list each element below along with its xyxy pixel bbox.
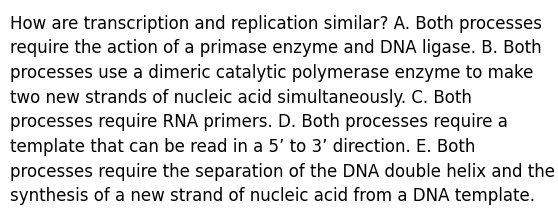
Text: processes use a dimeric catalytic polymerase enzyme to make: processes use a dimeric catalytic polyme…	[10, 64, 533, 82]
Text: processes require RNA primers. D. Both processes require a: processes require RNA primers. D. Both p…	[10, 113, 508, 131]
Text: template that can be read in a 5’ to 3’ direction. E. Both: template that can be read in a 5’ to 3’ …	[10, 138, 475, 156]
Text: synthesis of a new strand of nucleic acid from a DNA template.: synthesis of a new strand of nucleic aci…	[10, 187, 535, 205]
Text: How are transcription and replication similar? A. Both processes: How are transcription and replication si…	[10, 15, 542, 33]
Text: require the action of a primase enzyme and DNA ligase. B. Both: require the action of a primase enzyme a…	[10, 39, 542, 57]
Text: processes require the separation of the DNA double helix and the: processes require the separation of the …	[10, 163, 555, 181]
Text: two new strands of nucleic acid simultaneously. C. Both: two new strands of nucleic acid simultan…	[10, 89, 472, 107]
